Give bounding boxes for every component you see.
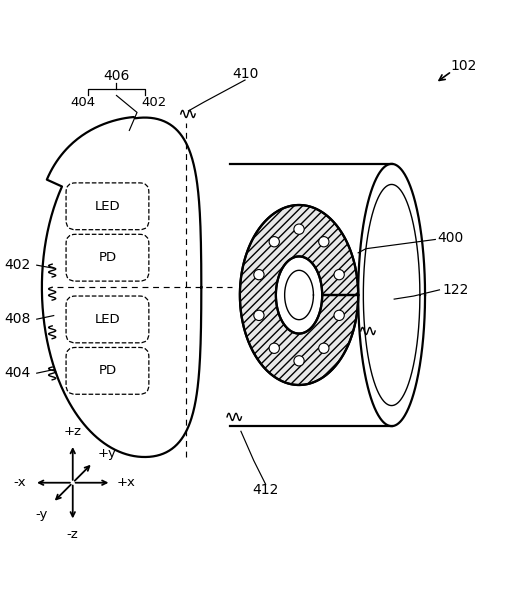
Text: -x: -x — [13, 476, 26, 489]
Polygon shape — [240, 205, 358, 385]
Text: 408: 408 — [5, 312, 31, 326]
Text: 122: 122 — [443, 283, 469, 297]
Text: -y: -y — [35, 507, 48, 520]
Circle shape — [254, 310, 264, 320]
Text: 412: 412 — [252, 483, 279, 497]
Circle shape — [269, 343, 279, 353]
Text: -z: -z — [67, 527, 78, 540]
Text: PD: PD — [99, 251, 117, 264]
Text: 406: 406 — [103, 70, 130, 83]
Circle shape — [294, 356, 304, 366]
Circle shape — [269, 237, 279, 247]
Text: +x: +x — [116, 476, 135, 489]
Text: 400: 400 — [438, 231, 464, 245]
Circle shape — [319, 237, 329, 247]
Text: +z: +z — [64, 425, 82, 438]
Circle shape — [254, 270, 264, 280]
Text: LED: LED — [94, 313, 120, 326]
Text: 410: 410 — [232, 67, 258, 81]
Text: 402: 402 — [5, 258, 31, 272]
Text: 404: 404 — [71, 96, 95, 109]
Text: +y: +y — [97, 447, 116, 460]
Circle shape — [334, 270, 344, 280]
Text: 402: 402 — [141, 96, 167, 109]
Circle shape — [294, 224, 304, 234]
Text: LED: LED — [94, 200, 120, 213]
Text: 404: 404 — [5, 366, 31, 380]
Text: PD: PD — [99, 365, 117, 378]
Circle shape — [319, 343, 329, 353]
Circle shape — [334, 310, 344, 320]
Text: 102: 102 — [450, 59, 477, 73]
